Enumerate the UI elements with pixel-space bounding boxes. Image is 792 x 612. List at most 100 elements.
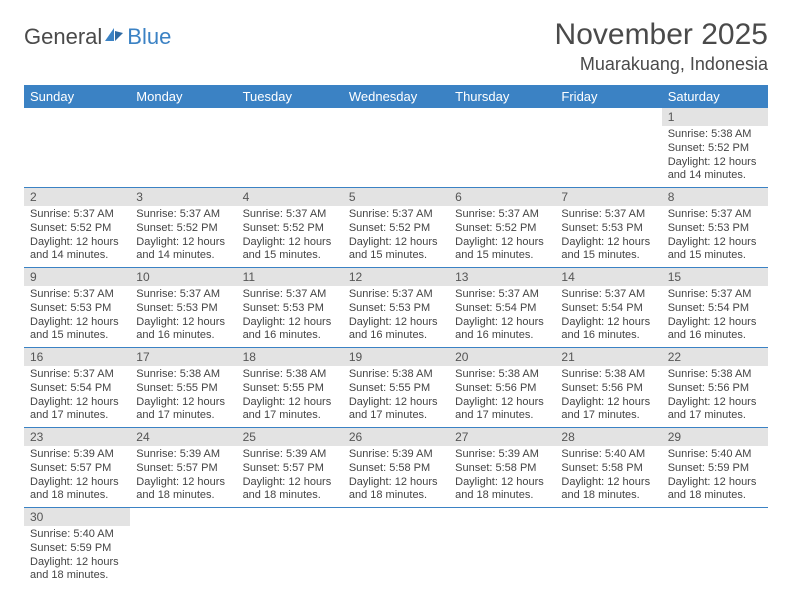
calendar-empty [237, 108, 343, 188]
calendar-day: 5Sunrise: 5:37 AMSunset: 5:52 PMDaylight… [343, 188, 449, 268]
day-content: Sunrise: 5:40 AMSunset: 5:59 PMDaylight:… [24, 526, 130, 587]
calendar-empty [555, 508, 661, 588]
daylight-line: Daylight: 12 hours and 15 minutes. [455, 236, 549, 264]
daylight-line: Daylight: 12 hours and 18 minutes. [30, 556, 124, 584]
calendar-day: 11Sunrise: 5:37 AMSunset: 5:53 PMDayligh… [237, 268, 343, 348]
day-number: 21 [555, 348, 661, 366]
sunrise-line: Sunrise: 5:37 AM [136, 288, 230, 302]
sunset-line: Sunset: 5:57 PM [136, 462, 230, 476]
daylight-line: Daylight: 12 hours and 18 minutes. [668, 476, 762, 504]
sunset-line: Sunset: 5:53 PM [30, 302, 124, 316]
sunrise-line: Sunrise: 5:40 AM [561, 448, 655, 462]
day-number: 14 [555, 268, 661, 286]
sunset-line: Sunset: 5:58 PM [455, 462, 549, 476]
sunrise-line: Sunrise: 5:38 AM [561, 368, 655, 382]
weekday-header: Tuesday [237, 85, 343, 108]
header: General Blue November 2025 Muarakuang, I… [24, 18, 768, 75]
daylight-line: Daylight: 12 hours and 15 minutes. [30, 316, 124, 344]
sunset-line: Sunset: 5:52 PM [349, 222, 443, 236]
day-content: Sunrise: 5:37 AMSunset: 5:54 PMDaylight:… [24, 366, 130, 427]
sunset-line: Sunset: 5:56 PM [561, 382, 655, 396]
logo-text-blue: Blue [127, 24, 171, 50]
daylight-line: Daylight: 12 hours and 15 minutes. [243, 236, 337, 264]
calendar-day: 19Sunrise: 5:38 AMSunset: 5:55 PMDayligh… [343, 348, 449, 428]
sunrise-line: Sunrise: 5:37 AM [243, 208, 337, 222]
location: Muarakuang, Indonesia [555, 54, 768, 75]
calendar-empty [662, 508, 768, 588]
day-content: Sunrise: 5:39 AMSunset: 5:58 PMDaylight:… [449, 446, 555, 507]
daylight-line: Daylight: 12 hours and 16 minutes. [136, 316, 230, 344]
sunset-line: Sunset: 5:54 PM [668, 302, 762, 316]
sunset-line: Sunset: 5:53 PM [349, 302, 443, 316]
daylight-line: Daylight: 12 hours and 16 minutes. [455, 316, 549, 344]
sunrise-line: Sunrise: 5:37 AM [668, 208, 762, 222]
daylight-line: Daylight: 12 hours and 15 minutes. [668, 236, 762, 264]
day-content: Sunrise: 5:37 AMSunset: 5:53 PMDaylight:… [130, 286, 236, 347]
calendar-day: 2Sunrise: 5:37 AMSunset: 5:52 PMDaylight… [24, 188, 130, 268]
day-number: 13 [449, 268, 555, 286]
sunrise-line: Sunrise: 5:38 AM [349, 368, 443, 382]
sunset-line: Sunset: 5:57 PM [243, 462, 337, 476]
daylight-line: Daylight: 12 hours and 17 minutes. [136, 396, 230, 424]
sunset-line: Sunset: 5:54 PM [30, 382, 124, 396]
sunrise-line: Sunrise: 5:38 AM [668, 368, 762, 382]
day-number: 20 [449, 348, 555, 366]
calendar-day: 17Sunrise: 5:38 AMSunset: 5:55 PMDayligh… [130, 348, 236, 428]
calendar-row: 1Sunrise: 5:38 AMSunset: 5:52 PMDaylight… [24, 108, 768, 188]
day-number: 28 [555, 428, 661, 446]
day-number: 29 [662, 428, 768, 446]
sunset-line: Sunset: 5:53 PM [136, 302, 230, 316]
day-content: Sunrise: 5:40 AMSunset: 5:59 PMDaylight:… [662, 446, 768, 507]
day-number: 23 [24, 428, 130, 446]
day-number: 10 [130, 268, 236, 286]
day-content: Sunrise: 5:37 AMSunset: 5:53 PMDaylight:… [555, 206, 661, 267]
day-content: Sunrise: 5:38 AMSunset: 5:55 PMDaylight:… [130, 366, 236, 427]
day-content: Sunrise: 5:37 AMSunset: 5:53 PMDaylight:… [24, 286, 130, 347]
sunrise-line: Sunrise: 5:37 AM [30, 208, 124, 222]
day-content: Sunrise: 5:37 AMSunset: 5:52 PMDaylight:… [237, 206, 343, 267]
sunset-line: Sunset: 5:54 PM [455, 302, 549, 316]
calendar-empty [24, 108, 130, 188]
day-content: Sunrise: 5:37 AMSunset: 5:54 PMDaylight:… [449, 286, 555, 347]
calendar-day: 16Sunrise: 5:37 AMSunset: 5:54 PMDayligh… [24, 348, 130, 428]
calendar-day: 26Sunrise: 5:39 AMSunset: 5:58 PMDayligh… [343, 428, 449, 508]
daylight-line: Daylight: 12 hours and 14 minutes. [30, 236, 124, 264]
daylight-line: Daylight: 12 hours and 16 minutes. [349, 316, 443, 344]
day-content: Sunrise: 5:38 AMSunset: 5:56 PMDaylight:… [662, 366, 768, 427]
sunset-line: Sunset: 5:52 PM [455, 222, 549, 236]
calendar-day: 22Sunrise: 5:38 AMSunset: 5:56 PMDayligh… [662, 348, 768, 428]
sunset-line: Sunset: 5:58 PM [349, 462, 443, 476]
day-content: Sunrise: 5:39 AMSunset: 5:57 PMDaylight:… [237, 446, 343, 507]
sunrise-line: Sunrise: 5:39 AM [455, 448, 549, 462]
sunrise-line: Sunrise: 5:37 AM [561, 288, 655, 302]
daylight-line: Daylight: 12 hours and 18 minutes. [561, 476, 655, 504]
calendar-day: 6Sunrise: 5:37 AMSunset: 5:52 PMDaylight… [449, 188, 555, 268]
sunrise-line: Sunrise: 5:37 AM [349, 288, 443, 302]
day-number: 25 [237, 428, 343, 446]
calendar-day: 29Sunrise: 5:40 AMSunset: 5:59 PMDayligh… [662, 428, 768, 508]
day-content: Sunrise: 5:37 AMSunset: 5:54 PMDaylight:… [555, 286, 661, 347]
daylight-line: Daylight: 12 hours and 16 minutes. [561, 316, 655, 344]
sunrise-line: Sunrise: 5:37 AM [30, 288, 124, 302]
day-content: Sunrise: 5:37 AMSunset: 5:53 PMDaylight:… [662, 206, 768, 267]
calendar-day: 25Sunrise: 5:39 AMSunset: 5:57 PMDayligh… [237, 428, 343, 508]
sunset-line: Sunset: 5:53 PM [561, 222, 655, 236]
day-number: 5 [343, 188, 449, 206]
day-content: Sunrise: 5:40 AMSunset: 5:58 PMDaylight:… [555, 446, 661, 507]
sunset-line: Sunset: 5:56 PM [455, 382, 549, 396]
weekday-header: Friday [555, 85, 661, 108]
sunrise-line: Sunrise: 5:38 AM [668, 128, 762, 142]
sunset-line: Sunset: 5:52 PM [668, 142, 762, 156]
calendar-day: 24Sunrise: 5:39 AMSunset: 5:57 PMDayligh… [130, 428, 236, 508]
day-number: 22 [662, 348, 768, 366]
calendar-empty [555, 108, 661, 188]
day-number: 24 [130, 428, 236, 446]
daylight-line: Daylight: 12 hours and 14 minutes. [668, 156, 762, 184]
day-content: Sunrise: 5:37 AMSunset: 5:52 PMDaylight:… [343, 206, 449, 267]
day-content: Sunrise: 5:37 AMSunset: 5:53 PMDaylight:… [237, 286, 343, 347]
calendar-day: 30Sunrise: 5:40 AMSunset: 5:59 PMDayligh… [24, 508, 130, 588]
day-number: 18 [237, 348, 343, 366]
sunrise-line: Sunrise: 5:38 AM [243, 368, 337, 382]
calendar-row: 23Sunrise: 5:39 AMSunset: 5:57 PMDayligh… [24, 428, 768, 508]
sunrise-line: Sunrise: 5:37 AM [668, 288, 762, 302]
